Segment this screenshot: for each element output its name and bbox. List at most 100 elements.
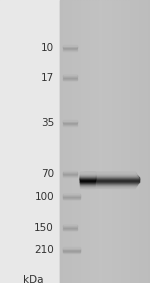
Bar [81,176,138,177]
Bar [144,0,146,283]
Bar [63,122,76,123]
Bar [117,0,118,283]
Bar [80,172,94,173]
Bar [82,175,137,176]
Bar [80,173,94,174]
Bar [129,0,130,283]
Bar [63,226,76,227]
Bar [85,0,87,283]
Bar [63,0,64,283]
Bar [63,175,76,176]
Bar [105,0,106,283]
Bar [141,0,142,283]
Bar [123,0,124,283]
Text: 210: 210 [34,245,54,256]
Bar [94,0,96,283]
Bar [111,0,112,283]
Bar [103,0,105,283]
Bar [80,177,139,178]
Text: 150: 150 [34,223,54,233]
Bar [64,0,66,283]
Bar [63,227,76,228]
Bar [74,0,75,283]
Bar [63,49,76,50]
Bar [136,0,138,283]
Bar [63,247,80,248]
Bar [63,46,76,47]
Bar [80,176,94,177]
Bar [134,0,135,283]
Bar [146,0,147,283]
Text: 17: 17 [41,73,54,83]
Bar [68,0,69,283]
Bar [82,0,84,283]
Bar [83,174,136,175]
Bar [84,172,135,173]
Text: 100: 100 [34,192,54,202]
Text: 10: 10 [41,43,54,53]
Bar [63,228,76,229]
Bar [80,181,94,182]
Bar [80,175,94,176]
Bar [61,0,63,283]
Bar [63,47,76,48]
Bar [140,0,141,283]
Bar [126,0,128,283]
Bar [63,197,80,198]
Bar [128,0,129,283]
Bar [93,0,94,283]
Bar [99,0,100,283]
Bar [80,175,94,176]
Bar [80,183,94,184]
Bar [118,0,120,283]
Bar [80,181,139,182]
Bar [63,76,76,77]
Bar [63,125,76,126]
Bar [80,172,94,173]
Bar [63,248,80,249]
Bar [114,0,116,283]
Bar [83,173,136,174]
Bar [98,0,99,283]
Bar [63,176,76,177]
Bar [130,0,132,283]
Bar [78,0,80,283]
Bar [81,0,82,283]
Bar [81,177,138,178]
Bar [82,183,137,184]
Bar [80,176,94,177]
Bar [110,0,111,283]
Bar [147,0,148,283]
Bar [80,177,94,178]
Bar [63,75,76,76]
Bar [66,0,68,283]
Bar [80,180,139,181]
Bar [120,0,122,283]
Bar [80,179,94,180]
Bar [81,182,138,183]
Bar [63,77,76,78]
Bar [63,229,76,230]
Bar [63,252,80,253]
Bar [80,186,94,187]
Bar [80,173,94,174]
Text: 70: 70 [41,169,54,179]
Bar [148,0,150,283]
Bar [80,177,94,178]
Bar [63,50,76,51]
Bar [80,180,140,181]
Bar [80,186,94,187]
Bar [108,0,110,283]
Bar [80,178,139,179]
Bar [96,0,98,283]
Bar [92,0,93,283]
Bar [63,194,80,195]
Bar [63,195,80,196]
Bar [80,179,140,180]
Bar [63,78,76,79]
Bar [80,178,94,179]
Bar [80,180,94,181]
Bar [72,0,74,283]
Bar [69,0,70,283]
Bar [80,184,94,185]
